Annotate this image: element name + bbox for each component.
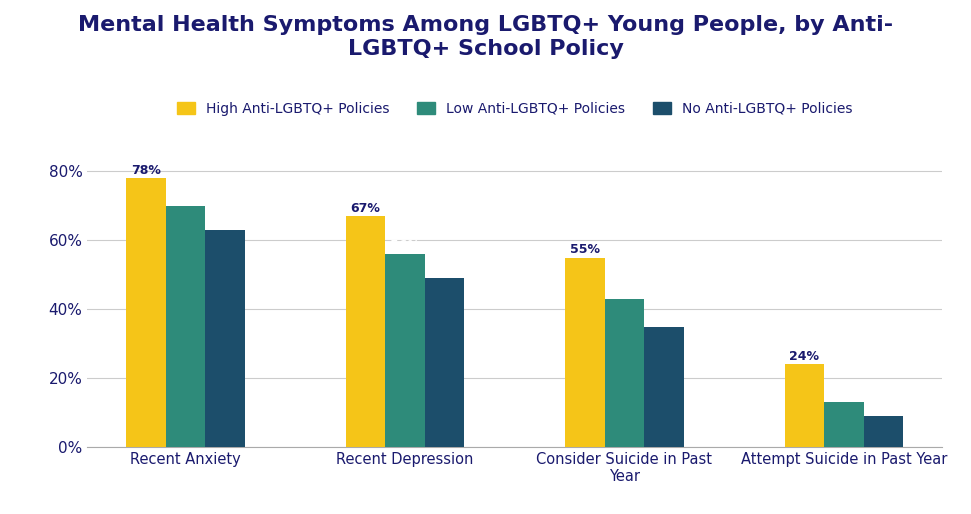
Text: 43%: 43% (610, 284, 639, 297)
Text: 56%: 56% (390, 240, 419, 252)
Text: 78%: 78% (131, 163, 161, 177)
Bar (346, 216, 385, 447)
Bar (166, 206, 205, 447)
Bar (644, 326, 684, 447)
Text: 70%: 70% (171, 191, 200, 204)
Text: 63%: 63% (210, 215, 240, 228)
Text: 35%: 35% (649, 312, 679, 325)
Bar (785, 364, 824, 447)
Text: 55%: 55% (570, 243, 600, 256)
Bar (385, 254, 424, 447)
Bar (605, 299, 644, 447)
Bar (565, 258, 605, 447)
Bar (205, 230, 245, 447)
Bar (126, 178, 166, 447)
Text: 13%: 13% (829, 388, 858, 400)
Text: 9%: 9% (873, 401, 894, 414)
Bar (824, 402, 863, 447)
Text: 49%: 49% (429, 264, 459, 277)
Text: Mental Health Symptoms Among LGBTQ+ Young People, by Anti-
LGBTQ+ School Policy: Mental Health Symptoms Among LGBTQ+ Youn… (78, 15, 893, 59)
Text: 67%: 67% (351, 201, 381, 214)
Bar (863, 416, 903, 447)
Legend: High Anti-LGBTQ+ Policies, Low Anti-LGBTQ+ Policies, No Anti-LGBTQ+ Policies: High Anti-LGBTQ+ Policies, Low Anti-LGBT… (171, 96, 858, 121)
Bar (424, 278, 464, 447)
Text: 24%: 24% (789, 350, 820, 363)
